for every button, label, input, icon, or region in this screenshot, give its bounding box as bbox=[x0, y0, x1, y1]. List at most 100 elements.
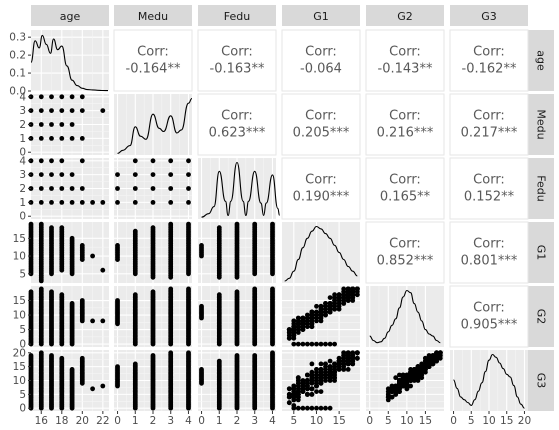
point bbox=[295, 341, 301, 347]
point bbox=[323, 369, 328, 375]
point bbox=[79, 108, 85, 113]
point bbox=[434, 358, 439, 364]
point bbox=[38, 200, 44, 205]
strip-label-top-age: age bbox=[60, 10, 81, 23]
point bbox=[79, 136, 85, 141]
point bbox=[132, 292, 138, 298]
x-tick-label-G3: 5 bbox=[468, 415, 475, 427]
corr-panel-G1-G3 bbox=[449, 221, 529, 284]
point bbox=[318, 315, 324, 321]
point bbox=[345, 361, 351, 367]
point bbox=[332, 301, 337, 306]
corr-value-Fedu-G1: 0.190*** bbox=[293, 190, 350, 205]
x-tick-label-G1: 5 bbox=[290, 415, 297, 427]
point bbox=[270, 286, 275, 292]
strip-label-top-Fedu: Fedu bbox=[224, 10, 250, 23]
point bbox=[397, 386, 402, 392]
corr-label: Corr: bbox=[389, 173, 421, 188]
y-tick-label-age: 0.3 bbox=[9, 32, 26, 44]
point bbox=[252, 286, 258, 292]
corr-label: Corr: bbox=[305, 45, 337, 60]
point bbox=[234, 221, 240, 227]
point bbox=[300, 327, 306, 332]
point bbox=[168, 186, 174, 191]
point bbox=[305, 392, 310, 397]
strip-top-G1 bbox=[282, 5, 360, 26]
point bbox=[28, 289, 34, 295]
point bbox=[132, 186, 138, 191]
point bbox=[216, 292, 222, 298]
corr-panel-age-G1 bbox=[281, 29, 361, 92]
point bbox=[400, 383, 406, 389]
point bbox=[59, 158, 65, 164]
point bbox=[318, 309, 324, 315]
y-tick-label-age: 0.0 bbox=[9, 86, 26, 98]
corr-value-age-G3: -0.162** bbox=[462, 62, 517, 77]
corr-label: Corr: bbox=[473, 109, 505, 124]
point bbox=[79, 355, 85, 361]
point bbox=[318, 367, 324, 372]
point bbox=[327, 369, 333, 375]
corr-value-G1-G2: 0.852*** bbox=[377, 254, 434, 269]
point bbox=[309, 361, 315, 367]
point bbox=[426, 361, 432, 367]
point bbox=[318, 341, 324, 347]
point bbox=[115, 200, 120, 205]
corr-label: Corr: bbox=[137, 45, 169, 60]
point bbox=[423, 355, 428, 361]
strip-top-Medu bbox=[114, 5, 192, 26]
y-tick-label-G1: 10 bbox=[13, 251, 26, 263]
point bbox=[59, 122, 65, 127]
point bbox=[132, 228, 138, 234]
point bbox=[345, 355, 351, 361]
x-tick-label-G2: 5 bbox=[385, 415, 392, 427]
point bbox=[350, 355, 356, 361]
point bbox=[234, 289, 240, 295]
point bbox=[300, 321, 306, 327]
point bbox=[305, 341, 310, 347]
corr-panel-G1-G2 bbox=[365, 221, 445, 284]
strip-label-top-G1: G1 bbox=[313, 10, 329, 23]
point bbox=[69, 94, 75, 100]
point bbox=[150, 172, 156, 178]
point bbox=[332, 341, 337, 347]
strip-right-G1 bbox=[528, 222, 554, 283]
corr-panel-G2-G3 bbox=[449, 285, 529, 348]
point bbox=[318, 389, 324, 394]
density-line-G3 bbox=[453, 353, 525, 409]
point bbox=[354, 355, 360, 361]
point bbox=[150, 289, 156, 295]
y-tick-label-G3: 20 bbox=[13, 347, 26, 359]
point bbox=[309, 392, 315, 397]
point bbox=[216, 358, 222, 364]
point bbox=[252, 353, 258, 358]
point bbox=[199, 303, 204, 309]
point bbox=[323, 341, 328, 347]
y-tick-label-Fedu: 2 bbox=[19, 183, 26, 195]
strip-label-top-G3: G3 bbox=[481, 10, 497, 23]
point bbox=[426, 355, 432, 361]
point bbox=[295, 380, 301, 386]
x-tick-label-Medu: 2 bbox=[150, 415, 157, 427]
point bbox=[415, 364, 421, 369]
point bbox=[59, 172, 65, 178]
point bbox=[295, 321, 301, 327]
point bbox=[309, 369, 315, 375]
point bbox=[291, 318, 297, 324]
y-tick-label-Medu: 1 bbox=[19, 133, 26, 145]
corr-panel-Fedu-G3 bbox=[449, 157, 529, 220]
point bbox=[327, 358, 333, 364]
strip-right-age bbox=[528, 30, 554, 91]
strip-label-right-G2: G2 bbox=[535, 309, 548, 325]
corr-value-Fedu-G3: 0.152** bbox=[464, 190, 515, 205]
point bbox=[252, 221, 258, 227]
point bbox=[318, 380, 324, 386]
point bbox=[305, 405, 310, 411]
point bbox=[79, 186, 85, 191]
point bbox=[49, 158, 54, 164]
point bbox=[38, 186, 44, 191]
density-line-G1 bbox=[284, 225, 358, 282]
point bbox=[79, 243, 85, 248]
density-line-Fedu bbox=[201, 161, 281, 218]
point bbox=[295, 375, 301, 381]
